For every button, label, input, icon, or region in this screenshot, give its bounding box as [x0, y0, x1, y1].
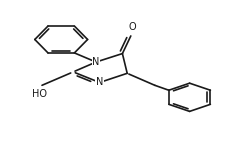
- Text: O: O: [128, 22, 136, 32]
- Text: N: N: [92, 57, 100, 67]
- Text: HO: HO: [32, 89, 47, 99]
- Text: N: N: [96, 78, 103, 87]
